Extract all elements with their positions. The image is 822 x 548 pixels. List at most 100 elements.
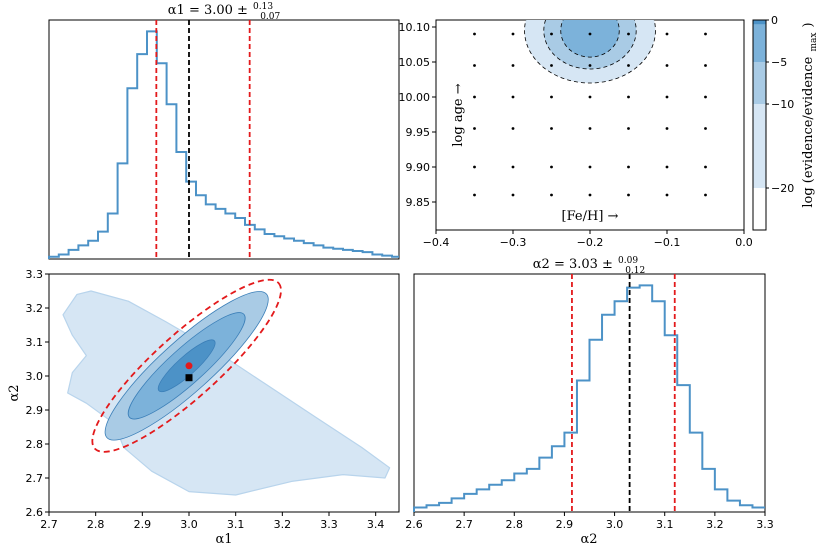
evidence-map-ylabel: log age → [451,83,466,146]
hist-bin [514,473,527,512]
hist-bin [564,433,577,512]
x-tick-label: 3.0 [180,518,198,531]
isochrone-grid-point [627,165,630,169]
alpha1-title-main: α1 = 3.00 ± [168,3,248,18]
isochrone-grid-point [665,64,669,67]
hist-bin [752,507,765,512]
isochrone-grid-point [704,95,707,99]
alpha-joint-ylabel: α2 [7,384,22,401]
colorbar-label: log (evidence/evidence max ) [797,22,820,207]
hist-bin [147,31,157,259]
isochrone-grid-point [511,64,515,67]
x-tick-label: 2.7 [40,518,58,531]
alpha-joint-ticks: 2.7 2.8 2.9 3.0 3.1 3.2 3.3 3.42.62.72.82.93.03… [26,268,385,531]
hist-bin [118,163,128,259]
hist-bin [577,381,590,512]
colorbar-band [753,20,766,25]
hist-bin [98,232,108,259]
x-tick-label: 3.2 [274,518,292,531]
alpha1-alpha2-panel: 2.7 2.8 2.9 3.0 3.1 3.2 3.3 3.42.62.72.82.93.03… [7,268,400,547]
hist-bin [157,63,167,259]
isochrone-grid-point [473,193,476,197]
isochrone-grid-point [550,193,553,197]
x-tick-label: −0.3 [500,236,527,249]
hist-bin [49,257,59,259]
isochrone-grid-point [511,95,515,99]
isochrone-grid-point [665,165,669,169]
hist-bin [284,239,294,259]
isochrone-grid-point [627,64,630,67]
hist-bin [304,243,314,259]
hist-bin [464,494,477,512]
hist-bin [715,489,728,512]
alpha2-hist-title: α2 = 3.03 ± 0.09 0.12 [533,248,645,276]
isochrone-grid-point [473,127,476,130]
hist-bin [414,507,427,512]
hist-bin [539,458,552,512]
x-tick-label: 2.8 [506,518,524,531]
isochrone-grid-point [704,127,707,130]
hist-bin [314,245,324,259]
x-tick-label: 2.9 [556,518,574,531]
x-tick-label: −0.1 [654,236,681,249]
alpha1-title-upper: 0.13 [253,2,273,12]
hist-bin [527,469,540,512]
interval-ellipse [91,278,282,453]
hist-bin [225,213,235,259]
y-tick-label: 10.10 [399,21,431,34]
hist-bin [489,485,502,512]
y-tick-label: 3.3 [26,268,44,281]
isochrone-grid-point [627,193,630,197]
isochrone-grid-point [550,64,553,67]
median-point-marker [185,374,193,382]
evidence-map-ticks: −0.4 −0.3 −0.2 −0.1 0.0 9.85 9.90 9.95 10.00 10.0… [399,21,753,249]
x-tick-label: −0.4 [423,236,450,249]
evidence-map-panel: −0.4 −0.3 −0.2 −0.1 0.0 9.85 9.90 9.95 10.00 10.0… [399,14,820,249]
hist-bin [372,254,382,259]
evidence-map-marks [473,20,707,197]
hist-bin [382,256,392,259]
hist-bin [452,498,465,512]
x-tick-label: 3.1 [656,518,674,531]
isochrone-grid-point [473,32,476,36]
hist-step-line [413,284,765,512]
hist-bin [176,152,186,259]
hist-bin [590,340,603,512]
alpha1-hist-title: α1 = 3.00 ± 0.13 0.07 [168,0,281,22]
isochrone-grid-point [473,95,476,99]
truth-point-marker [185,362,193,370]
alpha-joint-xlabel: α1 [215,532,232,547]
isochrone-grid-point [704,64,707,67]
y-tick-label: 2.8 [26,438,44,451]
hist-bin [640,285,653,512]
hist-bin [78,245,88,259]
hist-bin [727,501,740,512]
y-tick-label: 10.00 [399,91,431,104]
hist-bin [353,251,363,259]
hist-bin [652,301,665,512]
isochrone-grid-point [665,193,669,197]
isochrone-grid-point [550,165,553,169]
isochrone-grid-point [627,95,630,99]
alpha2-title-upper: 0.09 [618,256,638,266]
hist-bin [59,254,69,259]
hist-step-line [48,30,399,259]
hist-bin [333,249,343,259]
alpha2-hist-ticks: 2.6 2.7 2.8 2.9 3.0 3.1 3.2 3.3 [405,512,774,531]
colorbar-tick-label: −10 [771,98,794,111]
evidence-colorbar: 0 −5 −10 −20 [752,14,794,231]
colorbar-frame [752,19,767,231]
alpha-joint-marks [62,278,391,496]
y-tick-label: 3.1 [26,336,44,349]
hist-bin [167,104,177,259]
x-tick-label: 3.3 [756,518,774,531]
colorbar-label-sub: max [809,33,819,52]
hist-bin [137,54,147,259]
hist-bin [343,250,353,259]
isochrone-grid-point [588,127,592,130]
colorbar-band [753,104,766,188]
hist-bin [274,236,284,259]
colorbar-band [753,62,766,104]
colorbar-tick-label: −20 [771,182,794,195]
